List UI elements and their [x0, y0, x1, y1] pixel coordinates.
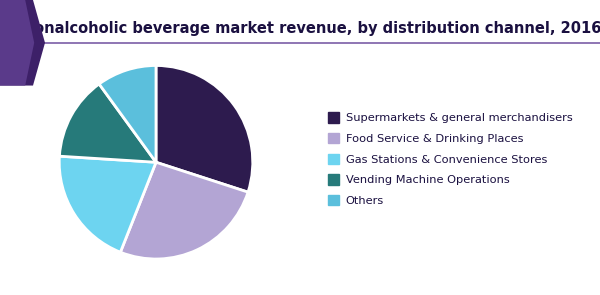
Wedge shape — [59, 156, 156, 252]
Wedge shape — [99, 65, 156, 162]
Wedge shape — [59, 84, 156, 162]
Text: Global nonalcoholic beverage market revenue, by distribution channel, 2016 (%): Global nonalcoholic beverage market reve… — [0, 21, 600, 36]
Wedge shape — [156, 65, 253, 192]
Legend: Supermarkets & general merchandisers, Food Service & Drinking Places, Gas Statio: Supermarkets & general merchandisers, Fo… — [323, 108, 577, 211]
Wedge shape — [121, 162, 248, 259]
